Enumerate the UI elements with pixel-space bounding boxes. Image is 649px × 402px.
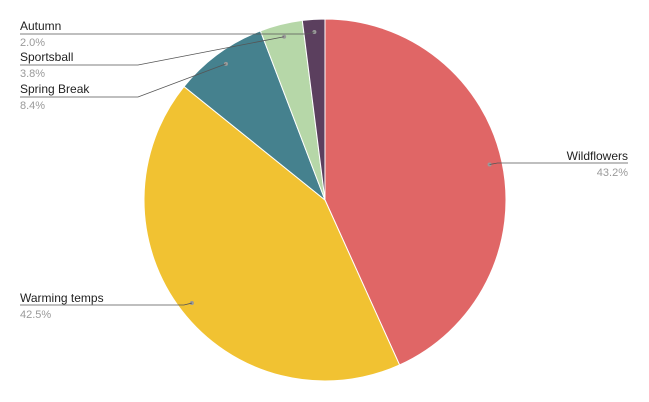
labels-layer: Wildflowers 43.2% Warming temps 42.5% Spring… [20,19,628,321]
slice-percent-warming-temps: 42.5% [20,309,51,321]
leader-line-sportsball [20,36,285,66]
pie-slice-warming-temps[interactable] [143,85,401,382]
leader-line-spring-break [20,63,227,98]
slice-label-autumn: Autumn 2.0% [20,19,317,49]
slice-label-warming-temps: Warming temps 42.5% [20,291,194,321]
slice-percent-autumn: 2.0% [20,37,45,49]
slice-percent-sportsball: 3.8% [20,68,45,80]
leader-line-warming-temps [20,302,192,306]
slices-layer [143,18,507,382]
leader-line-autumn [20,31,315,35]
slice-name-warming-temps: Warming temps [20,291,104,305]
slice-label-spring-break: Spring Break 8.4% [20,61,228,112]
pie-slice-autumn[interactable] [301,18,326,201]
pie-slice-wildflowers[interactable] [324,18,507,366]
leader-line-wildflowers [489,162,628,165]
slice-name-sportsball: Sportsball [20,50,73,64]
slice-label-wildflowers: Wildflowers 43.2% [487,149,628,179]
pie-slice-spring-break[interactable] [183,30,327,202]
slice-label-sportsball: Sportsball 3.8% [20,34,287,80]
slice-name-wildflowers: Wildflowers [567,149,628,163]
slice-percent-spring-break: 8.4% [20,100,45,112]
slice-name-spring-break: Spring Break [20,82,90,96]
slice-percent-wildflowers: 43.2% [597,167,628,179]
slice-name-autumn: Autumn [20,19,61,33]
